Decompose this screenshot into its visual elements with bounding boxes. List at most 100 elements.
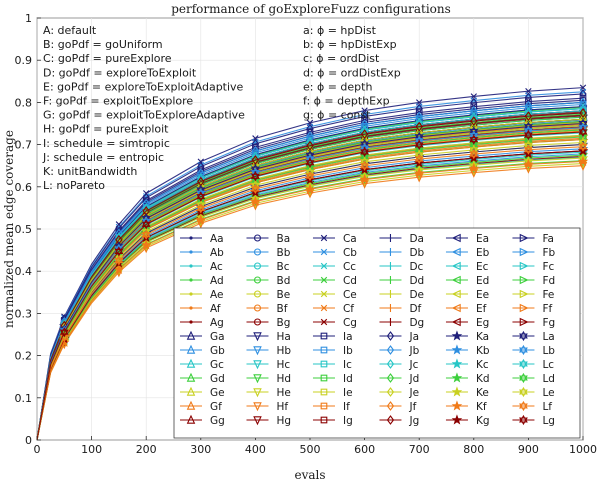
data-point	[451, 414, 463, 425]
legend-label: Kb	[476, 345, 490, 357]
data-point	[413, 167, 425, 178]
series-line	[36, 131, 584, 441]
data-point	[59, 329, 69, 338]
plot-area: 0 100 200 300 400 500 600 700 800 900 1000 0 0.1 0.2 0…	[15, 12, 598, 456]
annotation-left-line: C: goPdf = pureExplore	[43, 52, 172, 65]
data-point	[519, 372, 528, 381]
data-point	[578, 129, 588, 138]
data-point	[320, 248, 328, 256]
legend-label: Kd	[476, 373, 490, 385]
legend-label: Dg	[409, 317, 424, 329]
legend-item-Ac: Ac	[180, 261, 223, 273]
data-point	[519, 330, 528, 339]
data-point	[579, 103, 587, 114]
annotation-left-line: K: unitBandwidth	[43, 165, 137, 178]
y-tick-label: 0.2	[15, 350, 33, 363]
legend-label: Hc	[276, 359, 290, 371]
data-point	[469, 134, 479, 143]
data-point	[253, 374, 262, 384]
data-point	[253, 262, 262, 270]
legend-label: Ia	[343, 331, 353, 343]
legend-item-Gc: Gc	[180, 358, 224, 371]
legend-label: Da	[409, 233, 424, 245]
data-point	[189, 264, 193, 268]
annotation-right-line: c: ϕ = ordDist	[303, 52, 380, 65]
x-tick-label: 900	[518, 443, 539, 456]
data-point	[114, 248, 124, 257]
legend-label: Dc	[409, 261, 423, 273]
series-Lf	[36, 141, 588, 441]
data-point	[250, 166, 260, 175]
x-tick-label: 500	[300, 443, 321, 456]
data-point	[253, 332, 262, 342]
data-point	[451, 386, 463, 397]
annotation-left-line: L: noPareto	[43, 179, 105, 192]
data-point	[414, 138, 424, 146]
data-point	[305, 160, 315, 168]
legend-label: Lg	[542, 415, 555, 427]
data-point	[189, 292, 193, 296]
legend-label: Cf	[343, 303, 354, 315]
data-point	[360, 159, 370, 167]
legend-label: Kf	[476, 401, 487, 413]
annotation-right-line: e: ϕ = depth	[303, 80, 372, 93]
data-point	[415, 111, 423, 122]
annotation-left-line: E: goPdf = exploreToExploitAdaptive	[43, 80, 244, 93]
data-point	[360, 119, 369, 130]
legend-item-Gg: Gg	[180, 414, 225, 427]
legend-label: Le	[542, 387, 554, 399]
series-line	[36, 146, 584, 441]
y-tick-label: 1	[25, 12, 32, 25]
series-line	[36, 101, 584, 441]
data-point	[253, 248, 262, 256]
data-point	[519, 344, 528, 353]
legend-label: Jg	[408, 415, 419, 427]
legend-label: Ja	[408, 331, 419, 343]
data-point	[140, 239, 152, 250]
data-point	[196, 203, 206, 211]
data-point	[579, 94, 587, 102]
data-point	[189, 320, 193, 324]
legend-item-La: La	[512, 330, 555, 343]
legend-item-Ga: Ga	[180, 330, 225, 343]
annotation-right-line: d: ϕ = ordDistExp	[303, 66, 401, 79]
legend-label: Ac	[210, 261, 223, 273]
data-point	[320, 416, 328, 424]
data-point	[250, 170, 260, 178]
legend-item-Fg: Fg	[512, 317, 555, 329]
legend-label: Ga	[210, 331, 225, 343]
legend-label: Ba	[276, 233, 290, 245]
data-point	[415, 121, 423, 132]
data-point	[250, 196, 261, 207]
legend-item-Hd: Hd	[246, 373, 291, 385]
legend-label: Af	[210, 303, 221, 315]
legend-item-De: De	[379, 289, 424, 301]
data-point	[519, 358, 528, 367]
data-point	[523, 142, 533, 151]
data-point	[251, 146, 260, 156]
x-tick-label: 300	[190, 443, 211, 456]
data-point	[141, 226, 151, 235]
data-point	[253, 304, 262, 312]
chart-title: performance of goExploreFuzz configurati…	[171, 2, 451, 16]
data-point	[519, 361, 528, 370]
legend-label: Eg	[476, 317, 489, 329]
data-point	[469, 147, 479, 156]
legend-item-Bg: Bg	[246, 317, 290, 329]
x-tick-label: 400	[245, 443, 266, 456]
legend-item-Db: Db	[379, 247, 425, 259]
data-point	[451, 275, 461, 285]
series-line	[36, 122, 584, 441]
legend-item-Ba: Ba	[246, 233, 290, 245]
x-tick-label: 100	[81, 443, 102, 456]
legend-label: Kg	[476, 415, 490, 427]
data-point	[320, 402, 328, 410]
data-point	[320, 346, 328, 354]
legend-label: If	[343, 401, 350, 413]
data-point	[113, 263, 125, 275]
data-point	[186, 386, 196, 396]
legend-item-Jf: Jf	[379, 401, 417, 413]
legend-label: Ed	[476, 275, 489, 287]
data-point	[578, 144, 588, 152]
legend-item-Ab: Ab	[180, 247, 224, 259]
